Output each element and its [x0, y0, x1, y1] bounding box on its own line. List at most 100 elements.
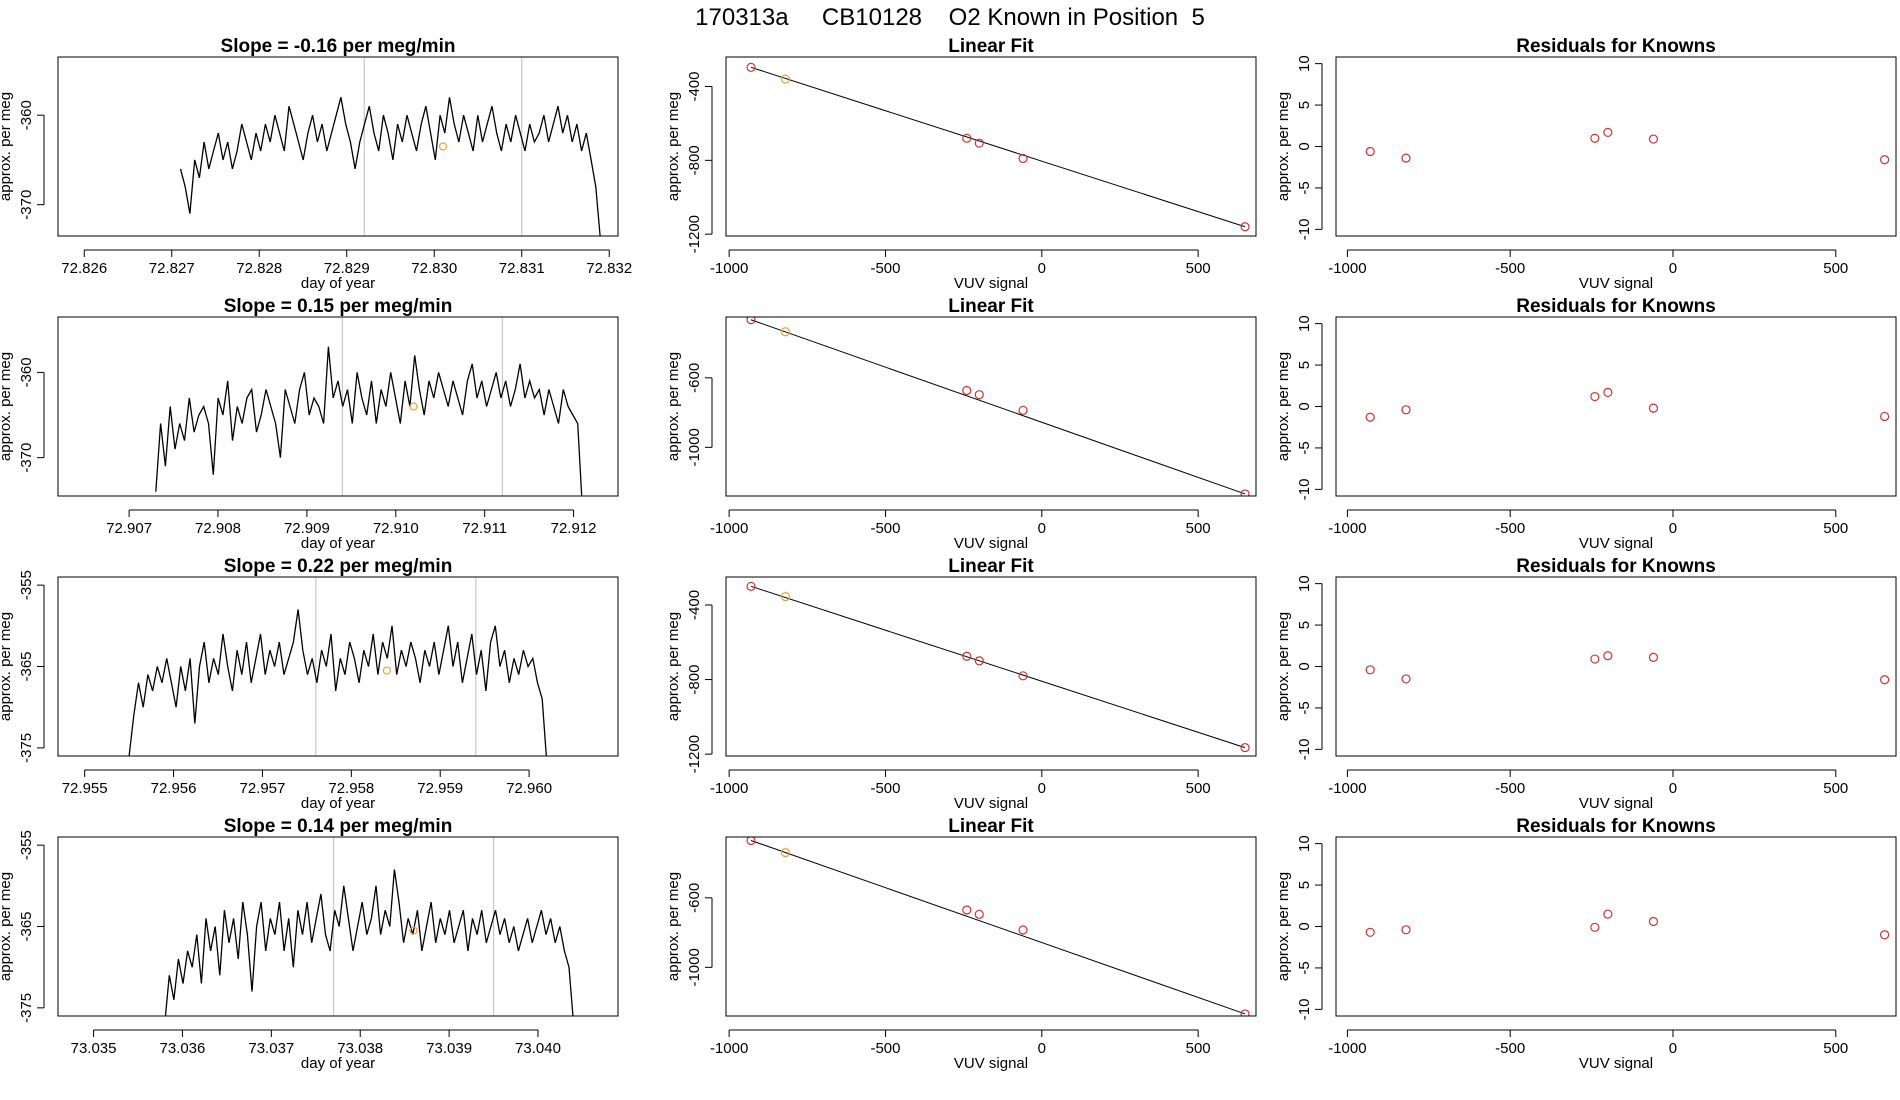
- x-tick-label: -1000: [1328, 780, 1366, 797]
- x-tick-label: -500: [870, 1040, 900, 1057]
- plot-frame: [725, 576, 1257, 757]
- chart-3-3: Residuals for Knowns -1000 -500 0 500 VUV sig…: [1275, 556, 1897, 812]
- plot-data: [1365, 909, 1890, 940]
- x-tick-label: 72.960: [506, 780, 552, 797]
- x-axis-label: VUV signal: [1579, 1055, 1653, 1072]
- plot-data: [155, 346, 583, 496]
- data-point: [1603, 909, 1613, 919]
- x-tick-label: 72.956: [151, 780, 197, 797]
- data-point: [1603, 127, 1613, 138]
- signal-trace-line: [179, 97, 601, 236]
- plot-frame: [57, 316, 619, 497]
- y-axis-label: approx. per meg: [0, 352, 14, 461]
- x-axis-label: day of year: [301, 1055, 375, 1072]
- data-point: [1401, 405, 1411, 415]
- data-point: [1603, 387, 1613, 398]
- data-point: [746, 581, 756, 591]
- x-tick-label: 0: [1038, 260, 1046, 277]
- y-tick-label: -365: [18, 911, 35, 941]
- y-tick-label: -375: [18, 733, 35, 763]
- x-tick-label: 500: [1186, 260, 1211, 277]
- x-axis-label: VUV signal: [954, 795, 1028, 812]
- data-point: [1880, 155, 1890, 165]
- x-tick-label: 73.037: [248, 1040, 294, 1057]
- x-tick-label: -1000: [710, 520, 748, 537]
- panel-title: Slope = -0.16 per meg/min: [221, 36, 456, 57]
- signal-trace-line: [128, 609, 547, 756]
- x-tick-label: 73.040: [515, 1040, 561, 1057]
- x-axis-label: VUV signal: [954, 1055, 1028, 1072]
- plot-data: [164, 869, 574, 1016]
- panel-2-3: Residuals for Knowns -1000 -500 0 500 VUV sig…: [1275, 294, 1900, 554]
- panel-2-2: Linear Fit -1000 -500 0 500 VUV signal -1000 -6…: [640, 294, 1260, 554]
- x-axis-label: VUV signal: [1579, 535, 1653, 552]
- x-axis-label: day of year: [301, 535, 375, 552]
- x-tick-label: 500: [1823, 260, 1848, 277]
- x-tick-label: 0: [1669, 520, 1677, 537]
- plot-frame: [57, 836, 619, 1017]
- x-tick-label: 500: [1823, 1040, 1848, 1057]
- y-tick-label: -10: [1296, 479, 1313, 501]
- mean-marker-point: [438, 142, 448, 151]
- y-tick-label: 0: [1296, 922, 1313, 930]
- x-tick-label: 72.829: [324, 260, 370, 277]
- panel-title: Linear Fit: [948, 816, 1034, 837]
- y-tick-label: -365: [18, 651, 35, 681]
- x-tick-label: 500: [1186, 520, 1211, 537]
- x-tick-label: -500: [870, 780, 900, 797]
- data-point: [1401, 153, 1411, 163]
- x-axis-label: VUV signal: [954, 535, 1028, 552]
- chart-4-3: Residuals for Knowns -1000 -500 0 500 VUV sig…: [1275, 816, 1897, 1072]
- data-point: [1018, 925, 1028, 935]
- y-axis-label: approx. per meg: [1275, 92, 1292, 201]
- data-point: [1365, 412, 1375, 422]
- data-point: [1365, 146, 1375, 157]
- chart-2-1: Slope = 0.15 per meg/min 72.907 72.908 72.9…: [0, 296, 619, 552]
- y-axis-label: approx. per meg: [1275, 612, 1292, 721]
- x-tick-label: 73.036: [159, 1040, 205, 1057]
- y-tick-label: -1000: [686, 948, 703, 986]
- y-tick-label: -355: [18, 570, 35, 600]
- x-tick-label: 72.908: [195, 520, 241, 537]
- y-tick-label: -5: [1296, 181, 1313, 194]
- y-tick-label: -1000: [686, 428, 703, 466]
- chart-1-1: Slope = -0.16 per meg/min 72.826 72.827 72.…: [0, 36, 632, 292]
- x-tick-label: 72.958: [328, 780, 374, 797]
- chart-3-2: Linear Fit -1000 -500 0 500 VUV signal -1200 -8…: [665, 556, 1257, 812]
- data-point: [1018, 405, 1028, 415]
- data-point: [974, 390, 984, 400]
- data-point: [1590, 654, 1600, 664]
- y-axis-label: approx. per meg: [0, 612, 14, 721]
- x-tick-label: 72.832: [586, 260, 632, 277]
- fit-line: [750, 66, 1246, 228]
- y-tick-label: -355: [18, 830, 35, 860]
- x-tick-label: -500: [1495, 520, 1525, 537]
- panel-1-2: Linear Fit -1000 -500 0 500 VUV signal -1200 -8…: [640, 34, 1260, 294]
- panel-title: Residuals for Knowns: [1516, 816, 1716, 837]
- y-tick-label: 5: [1296, 361, 1313, 369]
- data-point: [1018, 153, 1028, 164]
- x-tick-label: 0: [1038, 520, 1046, 537]
- data-point: [1648, 134, 1659, 144]
- x-tick-label: 72.910: [373, 520, 419, 537]
- plot-data: [1365, 651, 1890, 685]
- plot-data: [1365, 387, 1890, 422]
- plot-frame: [1335, 316, 1897, 497]
- panel-title: Residuals for Knowns: [1516, 556, 1716, 577]
- data-point: [746, 837, 756, 846]
- chart-3-1: Slope = 0.22 per meg/min 72.955 72.956 72.9…: [0, 556, 619, 812]
- data-point: [974, 656, 984, 666]
- plot-data: [1365, 127, 1890, 165]
- data-point: [780, 591, 791, 602]
- panel-title: Slope = 0.14 per meg/min: [224, 816, 453, 837]
- data-point: [1240, 489, 1250, 496]
- panel-title: Linear Fit: [948, 296, 1034, 317]
- plot-frame: [57, 56, 619, 237]
- panel-4-1: Slope = 0.14 per meg/min 73.035 73.036 73.0…: [0, 814, 620, 1074]
- y-axis-label: approx. per meg: [0, 92, 14, 201]
- x-tick-label: 500: [1823, 780, 1848, 797]
- y-axis-label: approx. per meg: [665, 612, 682, 721]
- x-tick-label: -500: [870, 260, 900, 277]
- chart-2-2: Linear Fit -1000 -500 0 500 VUV signal -1000 -6…: [665, 296, 1257, 552]
- data-point: [1880, 930, 1890, 940]
